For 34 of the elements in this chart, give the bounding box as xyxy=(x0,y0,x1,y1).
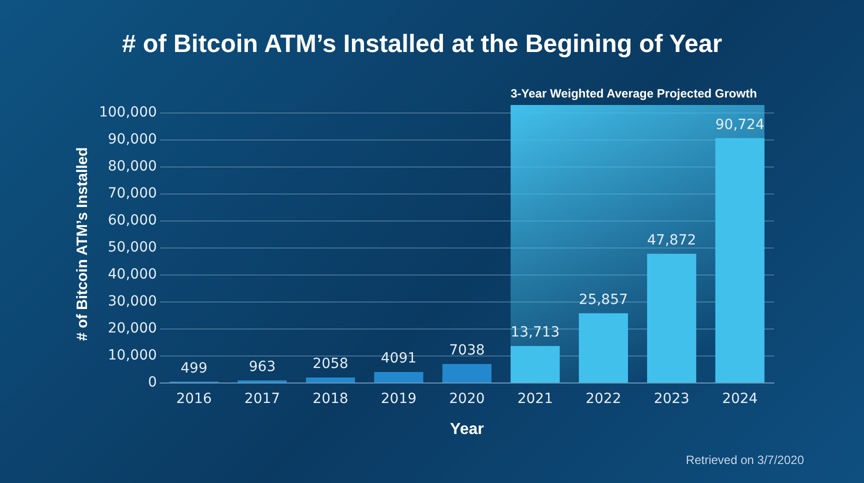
y-tick-label: 60,000 xyxy=(108,212,157,229)
text: Retrieved on 3/7/2020 xyxy=(686,453,804,467)
y-tick-label: 70,000 xyxy=(108,186,157,202)
x-tick-label: 2016 xyxy=(176,391,212,408)
y-tick-label: 40,000 xyxy=(108,266,157,283)
data-label: 7038 xyxy=(449,342,485,359)
data-label: 47,872 xyxy=(647,232,696,248)
y-tick-label: 10,000 xyxy=(108,348,157,364)
y-tick-label: 20,000 xyxy=(108,320,157,337)
y-tick-label: 80,000 xyxy=(108,158,157,175)
chart-title: # of Bitcoin ATM’s Installed at the Begining of Year xyxy=(122,30,722,58)
x-tick-label: 2022 xyxy=(586,391,622,408)
x-axis-title: Year xyxy=(450,420,484,438)
data-label: 90,724 xyxy=(715,116,764,133)
x-tick-label: 2019 xyxy=(380,391,417,408)
band-label: 3-Year Weighted Average Projected Growth xyxy=(510,86,757,100)
y-tick-label: 30,000 xyxy=(108,294,157,310)
y-tick-label: 100,000 xyxy=(98,104,157,121)
y-tick-label: 0 xyxy=(148,374,157,391)
data-label: 13,713 xyxy=(510,324,560,341)
x-tick-label: 2023 xyxy=(654,391,690,408)
x-tick-label: 2017 xyxy=(244,391,280,408)
data-label: 4091 xyxy=(380,350,417,367)
x-tick-label: 2021 xyxy=(517,391,553,408)
data-label: 963 xyxy=(248,359,276,376)
data-label: 25,857 xyxy=(578,292,628,308)
y-axis-title: # of Bitcoin ATM’s Installed xyxy=(74,147,92,341)
data-label: 499 xyxy=(180,360,208,376)
y-tick-label: 50,000 xyxy=(108,240,157,256)
x-tick-label: 2018 xyxy=(312,391,348,408)
x-tick-label: 2020 xyxy=(449,391,485,408)
y-tick-label: 90,000 xyxy=(108,132,157,148)
data-label: 2058 xyxy=(312,356,348,372)
x-tick-label: 2024 xyxy=(722,391,758,408)
